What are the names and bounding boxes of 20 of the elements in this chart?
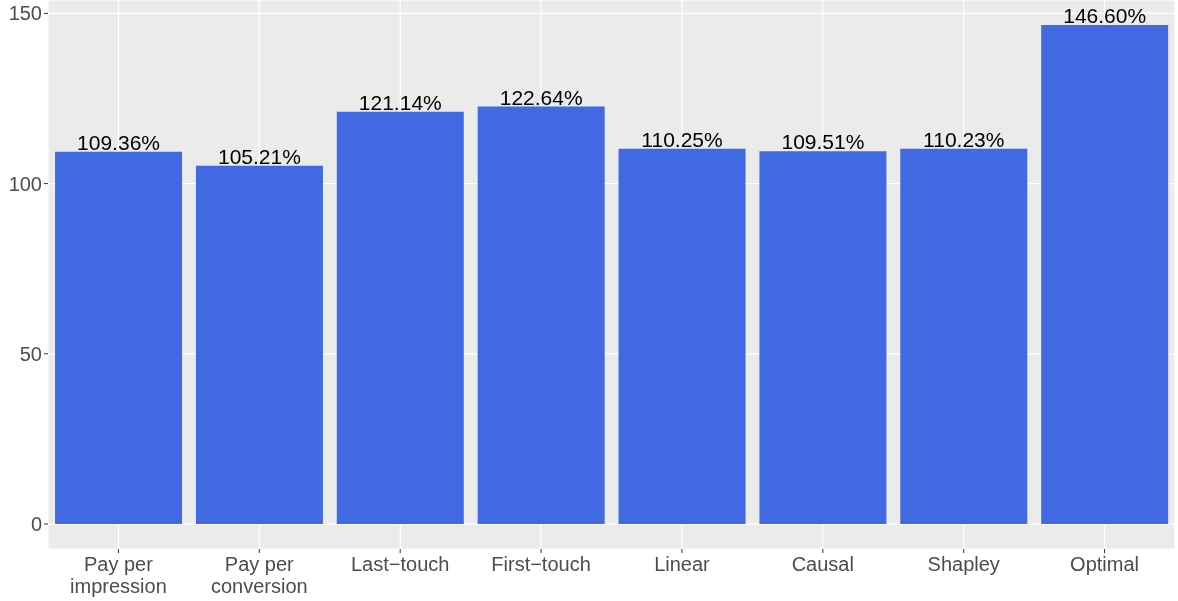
x-tick-label: Last−touch <box>350 553 450 575</box>
data-label: 110.25% <box>641 127 723 151</box>
x-tick-label: Linear <box>654 553 711 575</box>
x-tick-label: Pay per conversion <box>210 553 308 597</box>
y-tick-label: 150 <box>8 2 42 25</box>
x-tick-label: Shapley <box>927 553 1000 575</box>
data-label: 110.23% <box>923 127 1005 151</box>
data-label: 109.36% <box>77 130 160 154</box>
x-tick-label: First−touch <box>491 553 591 575</box>
data-label: 109.51% <box>781 130 865 154</box>
data-label: 121.14% <box>358 90 442 114</box>
data-label: 122.64% <box>499 85 583 109</box>
data-label: 146.60% <box>1063 3 1147 27</box>
y-tick-label: 100 <box>8 172 42 195</box>
x-tick-label: Pay per impression <box>70 553 167 597</box>
y-tick-label: 0 <box>30 513 42 536</box>
y-tick-label: 50 <box>19 342 42 365</box>
x-tick-label: Causal <box>791 553 854 575</box>
x-tick-label: Optimal <box>1070 553 1140 575</box>
data-label: 105.21% <box>217 144 301 168</box>
